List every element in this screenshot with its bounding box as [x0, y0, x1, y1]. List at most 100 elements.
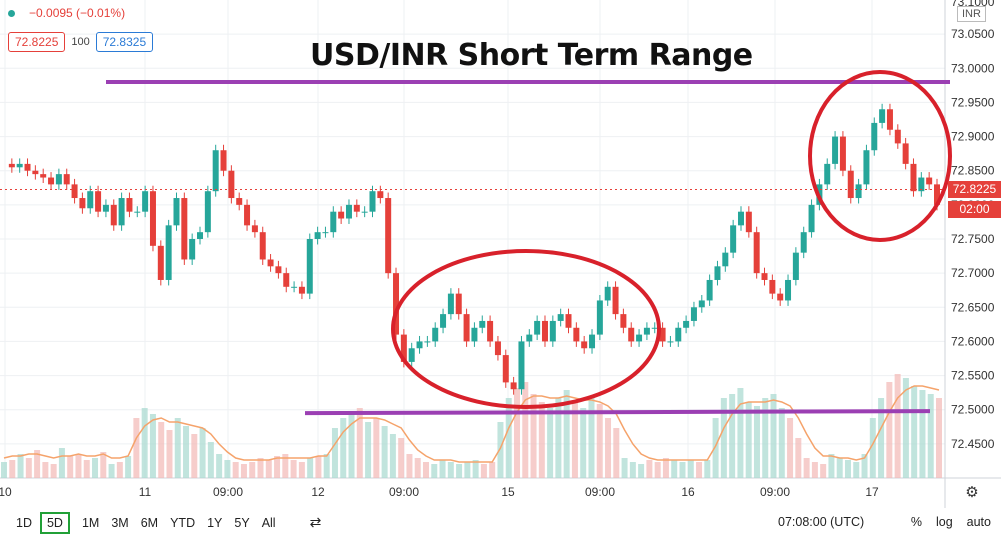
candle-body	[926, 177, 933, 185]
candle-body	[157, 245, 164, 280]
volume-bar	[42, 462, 49, 478]
compare-icon[interactable]: ⇄	[309, 514, 322, 530]
timeframe-group: 1D 5D 1M 3M 6M YTD 1Y 5Y All	[4, 511, 276, 534]
timeframe-all-button[interactable]: All	[261, 515, 276, 530]
volume-bar	[274, 456, 281, 478]
timeframe-3m-button[interactable]: 3M	[111, 515, 129, 530]
candle-body	[393, 273, 400, 335]
x-tick-label: 11	[139, 485, 152, 499]
y-tick-label-top: 73.1000	[951, 0, 995, 9]
candle-body	[698, 300, 705, 308]
currency-tag: INR	[957, 6, 986, 22]
price-chart[interactable]: 72.4500 72.5000 72.5500 72.6000 72.6500 72.70…	[0, 0, 1001, 508]
market-open-dot-icon	[8, 9, 15, 17]
volume-bar	[472, 460, 479, 478]
volume-bar	[820, 464, 827, 478]
timeframe-ytd-button[interactable]: YTD	[170, 515, 196, 530]
volume-bar	[34, 450, 41, 478]
y-tick-label: 72.6000	[951, 334, 995, 348]
candle-body	[267, 259, 274, 267]
volume-bar	[398, 438, 405, 478]
candle-body	[761, 273, 768, 280]
y-tick-label: 72.7500	[951, 232, 995, 246]
volume-bar	[729, 394, 736, 478]
candle-body	[283, 273, 290, 287]
timeframe-1y-button[interactable]: 1Y	[207, 515, 223, 530]
percent-scale-button[interactable]: %	[910, 515, 922, 529]
volume-bar	[265, 460, 272, 478]
volume-bar	[803, 458, 810, 478]
volume-bar	[431, 464, 438, 478]
volume-bar	[878, 398, 885, 478]
volume-bar	[199, 428, 206, 478]
candle-body	[541, 320, 548, 342]
volume-bar	[1, 462, 7, 478]
volume-bar	[654, 462, 661, 478]
candle-body	[204, 191, 211, 233]
candle-body	[236, 198, 243, 205]
volume-bar	[50, 464, 57, 478]
volume-bar	[406, 454, 413, 478]
x-tick-label: 09:00	[213, 485, 243, 499]
candle-body	[345, 204, 352, 219]
candle-body	[424, 341, 431, 343]
volume-bar	[720, 398, 727, 478]
candle-body	[369, 191, 376, 212]
candle-body	[447, 293, 454, 315]
timeframe-6m-button[interactable]: 6M	[140, 515, 159, 530]
log-scale-button[interactable]: log	[935, 515, 953, 529]
timeframe-5y-button[interactable]: 5Y	[234, 515, 250, 530]
candle-body	[416, 341, 423, 349]
candle-body	[361, 211, 368, 213]
volume-bar	[596, 404, 603, 478]
x-tick-label: 09:00	[389, 485, 419, 499]
volume-bar	[828, 454, 835, 478]
candle-body	[706, 279, 713, 301]
candle-body	[534, 320, 541, 335]
timeframe-1m-button[interactable]: 1M	[81, 515, 100, 530]
y-tick-label: 73.0500	[951, 27, 995, 41]
settings-gear-icon[interactable]: ⚙	[965, 483, 978, 501]
candle-body	[847, 170, 854, 199]
candle-body	[863, 150, 870, 185]
candle-body	[769, 279, 776, 294]
volume-bar	[911, 386, 918, 478]
range-low-circle	[391, 249, 661, 409]
volume-bar	[116, 462, 123, 478]
candle-body	[463, 314, 470, 342]
candle-body	[48, 177, 55, 185]
volume-bar	[936, 398, 942, 478]
volume-bar	[340, 418, 347, 478]
volume-bar	[331, 428, 338, 478]
volume-bar	[323, 454, 330, 478]
candle-body	[910, 163, 917, 192]
volume-bar	[547, 408, 554, 478]
countdown-badge: 02:00	[948, 201, 1001, 218]
timeframe-1d-button[interactable]: 1D	[16, 515, 32, 530]
volume-bar	[133, 418, 140, 478]
volume-bar	[389, 434, 396, 478]
candle-body	[55, 174, 62, 185]
x-tick-label: 10	[0, 485, 12, 499]
ask-button[interactable]: 72.8325	[95, 32, 154, 52]
volume-bar	[100, 452, 107, 478]
bottom-toolbar: 1D 5D 1M 3M 6M YTD 1Y 5Y All ⇄ 07:08:00 (UTC) % …	[0, 508, 1001, 537]
candle-body	[87, 191, 94, 209]
candle-body	[714, 266, 721, 280]
volume-bar	[9, 460, 16, 478]
auto-scale-button[interactable]: auto	[966, 515, 991, 529]
volume-bar	[439, 460, 446, 478]
volume-bar	[497, 422, 504, 478]
candle-body	[102, 204, 109, 212]
volume-bar	[356, 408, 363, 478]
volume-ma-line	[3, 385, 940, 463]
volume-bar	[464, 462, 471, 478]
bid-button[interactable]: 72.8225	[8, 32, 66, 52]
timeframe-5d-button[interactable]: 5D	[39, 511, 70, 534]
candle-body	[808, 204, 815, 233]
candle-body	[730, 225, 737, 253]
candle-body	[549, 320, 556, 342]
y-tick-label: 72.9000	[951, 130, 995, 144]
volume-bar	[125, 456, 132, 478]
